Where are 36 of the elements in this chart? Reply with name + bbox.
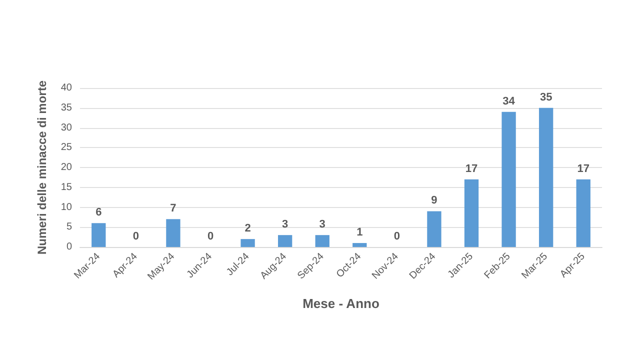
data-label: 6 — [96, 206, 102, 219]
bar — [502, 112, 516, 247]
data-label: 7 — [170, 202, 176, 215]
data-label: 3 — [319, 218, 326, 231]
y-tick-label: 5 — [66, 222, 72, 233]
y-tick-label: 35 — [60, 102, 72, 114]
bar — [240, 239, 255, 247]
bar — [352, 243, 367, 247]
data-label: 9 — [431, 194, 438, 207]
bar — [166, 219, 180, 247]
data-label: 34 — [502, 95, 516, 108]
bar — [315, 235, 330, 247]
y-tick-label: 15 — [60, 182, 72, 193]
bar — [278, 235, 292, 247]
y-tick-label: 25 — [60, 142, 72, 154]
data-label: 3 — [282, 218, 288, 231]
bar — [427, 211, 442, 247]
y-tick-label: 40 — [60, 82, 72, 94]
y-tick-label: 30 — [60, 122, 72, 134]
data-label: 0 — [132, 230, 139, 242]
data-label: 17 — [577, 162, 590, 175]
bar — [92, 223, 106, 247]
y-tick-label: 10 — [60, 202, 72, 213]
data-label: 0 — [207, 230, 214, 242]
x-axis-title: Mese - Anno — [302, 296, 380, 311]
y-tick-label: 20 — [60, 162, 72, 173]
bar — [538, 108, 554, 247]
bar — [576, 179, 590, 247]
bar — [464, 179, 479, 247]
y-tick-label: 0 — [66, 242, 72, 252]
data-label: 35 — [540, 91, 552, 104]
y-axis-title: Numeri delle minacce di morte — [35, 80, 49, 255]
data-label: 17 — [465, 162, 478, 175]
data-label: 0 — [394, 230, 400, 242]
data-label: 1 — [356, 226, 363, 239]
data-label: 2 — [244, 222, 251, 235]
